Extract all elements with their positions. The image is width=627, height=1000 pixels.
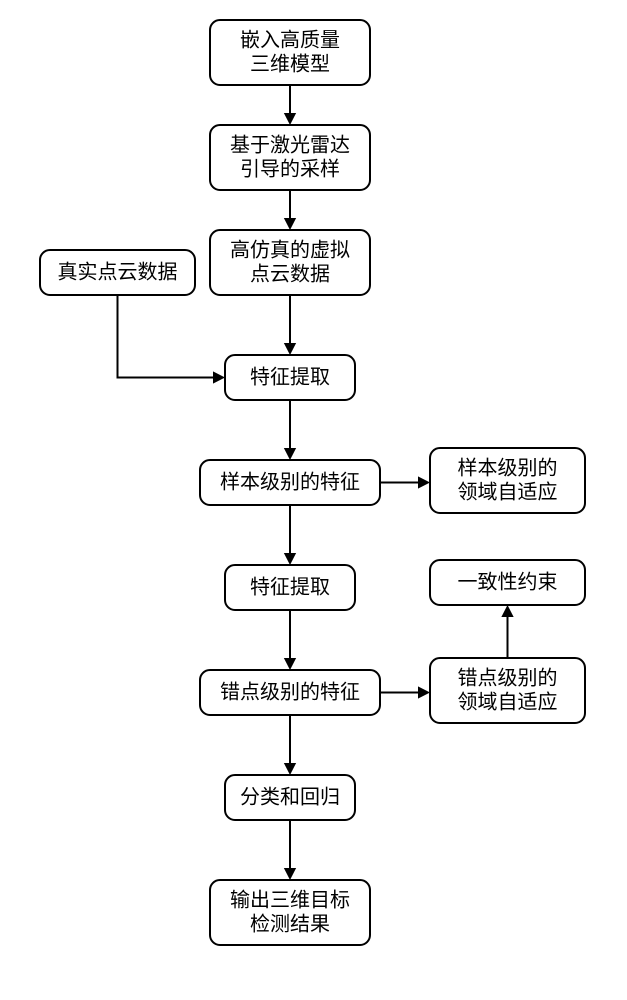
flowchart-canvas: 嵌入高质量三维模型基于激光雷达引导的采样高仿真的虚拟点云数据真实点云数据特征提取… bbox=[0, 0, 627, 1000]
node-label: 错点级别的 bbox=[458, 667, 558, 690]
arrow-head bbox=[284, 113, 296, 125]
flow-node: 嵌入高质量三维模型 bbox=[210, 20, 370, 85]
flow-node: 特征提取 bbox=[225, 355, 355, 400]
node-label: 分类和回归 bbox=[240, 786, 340, 809]
node-label: 领域自适应 bbox=[458, 691, 558, 714]
flow-node: 真实点云数据 bbox=[40, 250, 195, 295]
node-label: 样本级别的特征 bbox=[220, 471, 360, 494]
arrow-head bbox=[284, 763, 296, 775]
node-label: 真实点云数据 bbox=[58, 261, 178, 284]
arrow-head bbox=[501, 605, 513, 617]
flow-node: 样本级别的领域自适应 bbox=[430, 448, 585, 513]
flow-node: 高仿真的虚拟点云数据 bbox=[210, 230, 370, 295]
flow-node: 错点级别的特征 bbox=[200, 670, 380, 715]
node-label: 一致性约束 bbox=[458, 571, 558, 594]
node-label: 特征提取 bbox=[250, 366, 330, 389]
edge bbox=[118, 295, 216, 378]
node-label: 三维模型 bbox=[250, 53, 330, 76]
node-label: 高仿真的虚拟 bbox=[230, 239, 350, 262]
arrow-head bbox=[418, 686, 430, 698]
flow-node: 输出三维目标检测结果 bbox=[210, 880, 370, 945]
flow-node: 一致性约束 bbox=[430, 560, 585, 605]
arrow-head bbox=[213, 371, 225, 383]
arrow-head bbox=[284, 868, 296, 880]
flow-node: 错点级别的领域自适应 bbox=[430, 658, 585, 723]
node-label: 样本级别的 bbox=[458, 457, 558, 480]
node-label: 嵌入高质量 bbox=[240, 29, 340, 52]
node-label: 特征提取 bbox=[250, 576, 330, 599]
flow-node: 特征提取 bbox=[225, 565, 355, 610]
node-label: 点云数据 bbox=[250, 263, 330, 286]
node-label: 基于激光雷达 bbox=[230, 134, 350, 157]
node-label: 引导的采样 bbox=[240, 158, 340, 181]
flow-node: 样本级别的特征 bbox=[200, 460, 380, 505]
arrow-head bbox=[418, 476, 430, 488]
node-label: 领域自适应 bbox=[458, 481, 558, 504]
arrow-head bbox=[284, 218, 296, 230]
flow-node: 分类和回归 bbox=[225, 775, 355, 820]
arrow-head bbox=[284, 343, 296, 355]
node-label: 错点级别的特征 bbox=[220, 681, 360, 704]
arrow-head bbox=[284, 658, 296, 670]
arrow-head bbox=[284, 553, 296, 565]
flow-node: 基于激光雷达引导的采样 bbox=[210, 125, 370, 190]
node-label: 输出三维目标 bbox=[230, 889, 350, 912]
arrow-head bbox=[284, 448, 296, 460]
node-label: 检测结果 bbox=[250, 913, 330, 936]
